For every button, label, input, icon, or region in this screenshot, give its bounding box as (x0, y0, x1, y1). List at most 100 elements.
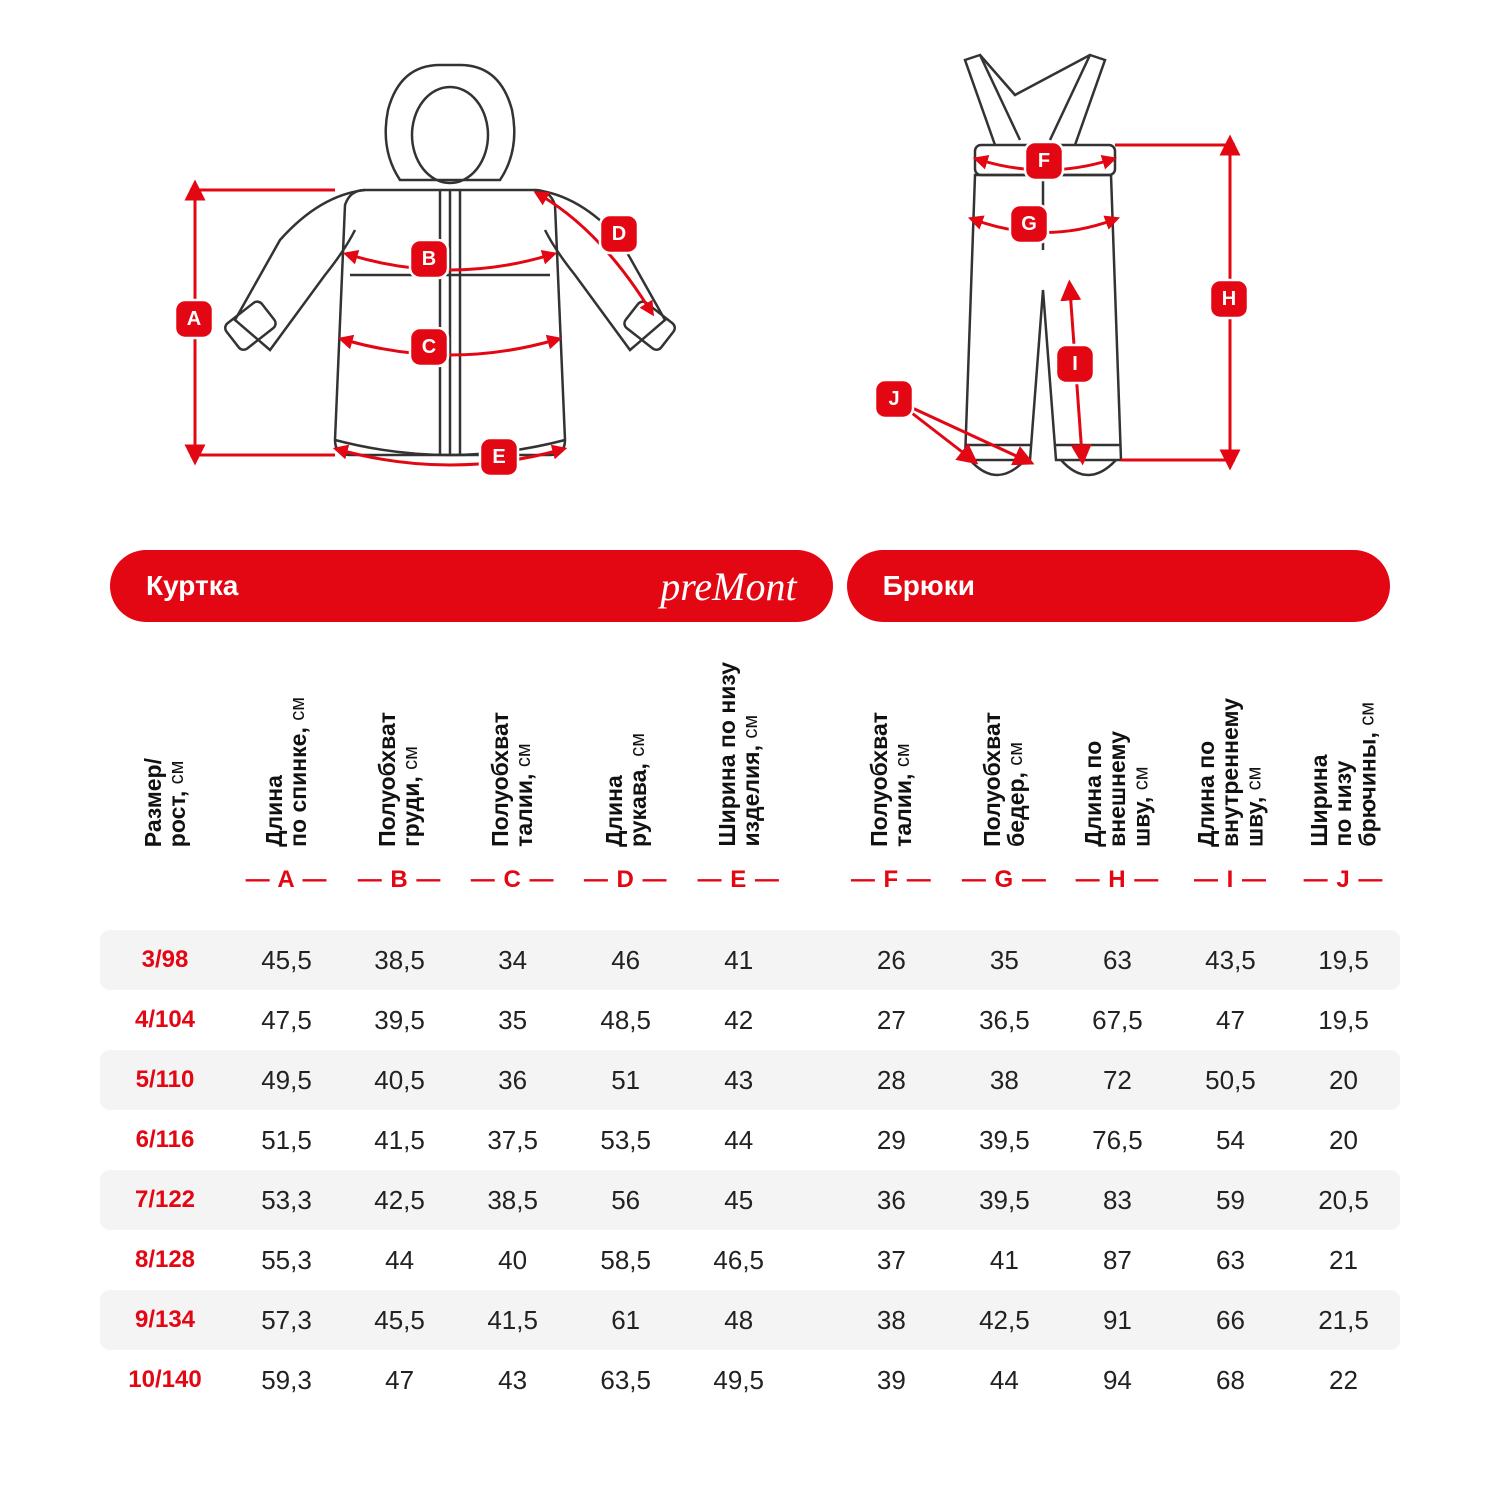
column-letter: — H — (1061, 866, 1174, 894)
table-cell: 51,5 (230, 1125, 343, 1156)
table-row: 3/9845,538,534464126356343,519,5 (100, 930, 1400, 990)
marker-B: B (422, 248, 436, 270)
column-header: Полуобхватталии, см (456, 712, 569, 860)
marker-D: D (612, 223, 626, 245)
marker-E: E (492, 446, 505, 468)
table-cell: 38,5 (343, 945, 456, 976)
column-header: Длинарукава, см (569, 733, 682, 860)
table-cell: 37 (835, 1245, 948, 1276)
jacket-diagram: A B C D E (175, 65, 677, 476)
table-cell: 10/140 (100, 1366, 230, 1394)
table-cell: 48 (682, 1305, 795, 1336)
table-row: 9/13457,345,541,561483842,5916621,5 (100, 1290, 1400, 1350)
table-cell: 39,5 (948, 1125, 1061, 1156)
marker-F: F (1038, 150, 1050, 172)
table-row: 7/12253,342,538,556453639,5835920,5 (100, 1170, 1400, 1230)
pants-section-label: Брюки (883, 570, 975, 602)
table-cell: 41,5 (456, 1305, 569, 1336)
table-cell: 43 (456, 1365, 569, 1396)
table-cell: 38 (948, 1065, 1061, 1096)
table-cell: 59 (1174, 1185, 1287, 1216)
column-header: Ширинапо низубрючины, см (1287, 702, 1400, 860)
column-header: Длинапо спинке, см (230, 697, 343, 860)
table-cell: 35 (948, 945, 1061, 976)
marker-A: A (187, 308, 201, 330)
table-cell: 39,5 (343, 1005, 456, 1036)
table-cell: 6/116 (100, 1126, 230, 1154)
marker-G: G (1021, 213, 1037, 235)
table-cell: 20 (1287, 1065, 1400, 1096)
table-cell: 87 (1061, 1245, 1174, 1276)
table-cell: 72 (1061, 1065, 1174, 1096)
table-cell: 49,5 (682, 1365, 795, 1396)
table-cell: 46,5 (682, 1245, 795, 1276)
table-cell: 41 (682, 945, 795, 976)
table-cell: 44 (343, 1245, 456, 1276)
column-letter: — C — (456, 866, 569, 894)
table-cell: 4/104 (100, 1006, 230, 1034)
column-letter: — E — (682, 866, 795, 894)
table-cell: 38 (835, 1305, 948, 1336)
table-cell: 49,5 (230, 1065, 343, 1096)
table-cell: 94 (1061, 1365, 1174, 1396)
table-letter-row: — A —— B —— C —— D —— E —— F —— G —— H —… (100, 866, 1400, 894)
table-column-headers: Размер/рост, смДлинапо спинке, смПолуобх… (100, 660, 1400, 860)
marker-J: J (888, 388, 899, 410)
table-cell: 53,5 (569, 1125, 682, 1156)
column-header: Полуобхватбедер, см (948, 712, 1061, 860)
table-row: 8/12855,3444058,546,53741876321 (100, 1230, 1400, 1290)
column-letter (795, 866, 835, 894)
table-row: 10/14059,3474363,549,53944946822 (100, 1350, 1400, 1410)
table-cell: 44 (682, 1125, 795, 1156)
column-header: Полуобхватталии, см (835, 712, 948, 860)
table-cell: 59,3 (230, 1365, 343, 1396)
table-cell: 47 (343, 1365, 456, 1396)
table-cell: 53,3 (230, 1185, 343, 1216)
column-letter: — G — (948, 866, 1061, 894)
table-cell: 35 (456, 1005, 569, 1036)
column-header: Длина повнутреннемушву, см (1174, 698, 1287, 860)
column-letter: — A — (230, 866, 343, 894)
table-cell: 48,5 (569, 1005, 682, 1036)
table-cell: 58,5 (569, 1245, 682, 1276)
table-cell: 36,5 (948, 1005, 1061, 1036)
table-cell: 39 (835, 1365, 948, 1396)
diagram-svg: A B C D E (140, 40, 1360, 510)
table-cell: 61 (569, 1305, 682, 1336)
table-cell: 50,5 (1174, 1065, 1287, 1096)
column-letter: — D — (569, 866, 682, 894)
table-cell: 22 (1287, 1365, 1400, 1396)
table-cell: 41 (948, 1245, 1061, 1276)
table-cell: 40 (456, 1245, 569, 1276)
marker-C: C (422, 336, 436, 358)
column-letter: — J — (1287, 866, 1400, 894)
pants-diagram: F G H I J (875, 55, 1248, 475)
table-cell: 39,5 (948, 1185, 1061, 1216)
column-header: Ширина по низуизделия, см (682, 662, 795, 860)
table-cell: 43 (682, 1065, 795, 1096)
table-cell: 47 (1174, 1005, 1287, 1036)
table-cell: 63 (1174, 1245, 1287, 1276)
table-cell: 45,5 (343, 1305, 456, 1336)
table-cell: 5/110 (100, 1066, 230, 1094)
table-cell: 42,5 (948, 1305, 1061, 1336)
table-cell: 20 (1287, 1125, 1400, 1156)
table-cell: 46 (569, 945, 682, 976)
table-cell: 7/122 (100, 1186, 230, 1214)
table-cell: 68 (1174, 1365, 1287, 1396)
table-cell: 44 (948, 1365, 1061, 1396)
table-cell: 43,5 (1174, 945, 1287, 976)
table-cell: 38,5 (456, 1185, 569, 1216)
column-letter: — F — (835, 866, 948, 894)
table-cell: 76,5 (1061, 1125, 1174, 1156)
table-cell: 9/134 (100, 1306, 230, 1334)
table-row: 5/11049,540,536514328387250,520 (100, 1050, 1400, 1110)
column-header: Длина повнешнемушву, см (1061, 731, 1174, 860)
marker-H: H (1222, 288, 1236, 310)
table-cell: 28 (835, 1065, 948, 1096)
table-data-rows: 3/9845,538,534464126356343,519,54/10447,… (100, 930, 1400, 1410)
table-cell: 56 (569, 1185, 682, 1216)
table-cell: 20,5 (1287, 1185, 1400, 1216)
pants-section-pill: Брюки (847, 550, 1390, 622)
marker-I: I (1072, 353, 1078, 375)
